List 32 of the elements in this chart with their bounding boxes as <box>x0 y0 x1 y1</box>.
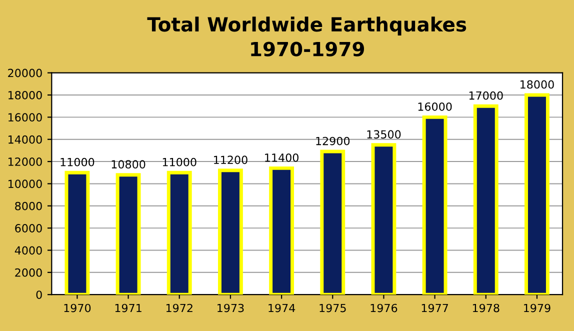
y-tick-label: 8000 <box>15 202 42 210</box>
x-tick-label: 1979 <box>524 304 550 312</box>
y-tick-label: 14000 <box>8 135 42 144</box>
y-tick-label: 12000 <box>8 158 42 166</box>
y-tick-label: 16000 <box>8 113 42 122</box>
x-tick-label: 1976 <box>370 304 398 312</box>
x-tick-label: 1975 <box>320 304 346 312</box>
x-tick-label: 1974 <box>268 304 296 312</box>
y-tick-label: 6000 <box>15 224 42 232</box>
data-label: 10800 <box>112 160 146 169</box>
chart-title: Total Worldwide Earthquakes 1970-1979 <box>147 16 466 56</box>
x-tick-label: 1971 <box>115 304 142 312</box>
data-label: 11400 <box>265 153 298 162</box>
data-label: 11200 <box>214 156 248 164</box>
x-tick-label: 1977 <box>422 304 448 312</box>
x-tick-label: 1978 <box>472 304 500 312</box>
data-label: 13500 <box>367 130 401 139</box>
data-label: 12900 <box>316 136 350 146</box>
data-label: 11000 <box>60 158 94 166</box>
data-label: 11000 <box>162 158 196 166</box>
y-tick-label: 10000 <box>8 180 42 188</box>
data-label: 17000 <box>469 91 503 100</box>
data-label: 16000 <box>418 102 452 111</box>
data-label: 18000 <box>520 80 554 89</box>
y-tick-label: 20000 <box>8 68 42 78</box>
y-tick-label: 0 <box>36 290 42 299</box>
y-tick-label: 4000 <box>14 246 42 255</box>
x-tick-label: 1973 <box>218 304 244 312</box>
x-tick-label: 1970 <box>64 304 91 312</box>
x-tick-label: 1972 <box>166 304 192 312</box>
y-tick-label: 2000 <box>15 268 42 277</box>
y-tick-label: 18000 <box>8 90 42 100</box>
